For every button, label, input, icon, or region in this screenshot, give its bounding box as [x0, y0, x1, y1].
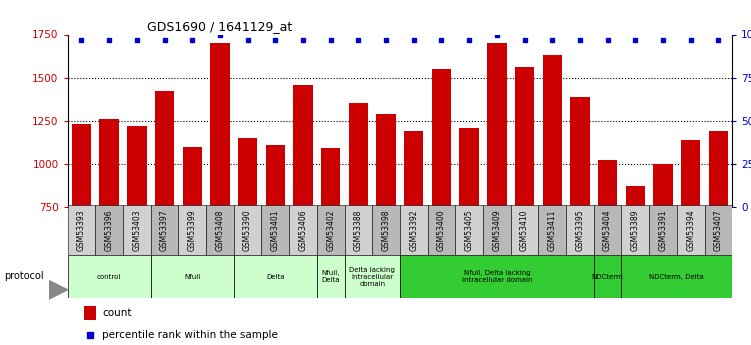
Bar [432, 69, 451, 336]
Bar [511, 205, 538, 255]
Bar [317, 255, 345, 298]
Bar [709, 131, 728, 336]
Bar [455, 205, 483, 255]
Bar [542, 55, 562, 336]
Bar [95, 205, 123, 255]
Bar [234, 205, 261, 255]
Bar [372, 205, 400, 255]
Text: GSM53405: GSM53405 [465, 209, 474, 251]
Bar [594, 255, 622, 298]
Bar [404, 131, 424, 336]
Bar [653, 164, 673, 336]
Text: GSM53400: GSM53400 [437, 209, 446, 251]
Bar [321, 148, 340, 336]
Bar [515, 67, 534, 336]
Bar [538, 205, 566, 255]
Bar [594, 205, 622, 255]
Text: GSM53392: GSM53392 [409, 209, 418, 251]
Text: GSM53411: GSM53411 [547, 209, 556, 251]
Bar [234, 255, 317, 298]
Bar [345, 205, 372, 255]
Bar [151, 255, 234, 298]
Bar [400, 255, 594, 298]
Bar [400, 205, 427, 255]
Bar [649, 205, 677, 255]
Text: GSM53393: GSM53393 [77, 209, 86, 251]
Bar [68, 205, 95, 255]
Bar [483, 205, 511, 255]
Text: protocol: protocol [4, 271, 44, 281]
Bar [72, 124, 91, 336]
Polygon shape [49, 280, 68, 299]
Text: GSM53401: GSM53401 [271, 209, 280, 251]
Bar [123, 205, 151, 255]
Bar [127, 126, 146, 336]
Bar [677, 205, 704, 255]
Bar [566, 205, 594, 255]
Bar [289, 205, 317, 255]
Text: GSM53398: GSM53398 [382, 209, 391, 251]
Bar [155, 91, 174, 336]
Bar [261, 205, 289, 255]
Bar [681, 140, 701, 336]
Bar [317, 205, 345, 255]
Bar [210, 43, 230, 336]
Text: GSM53410: GSM53410 [520, 209, 529, 251]
Text: GSM53396: GSM53396 [104, 209, 113, 251]
Text: GSM53402: GSM53402 [326, 209, 335, 251]
Text: Nfull: Nfull [184, 274, 201, 280]
Text: GSM53406: GSM53406 [298, 209, 307, 251]
Text: GSM53399: GSM53399 [188, 209, 197, 251]
Bar [151, 205, 179, 255]
Text: Delta lacking
intracellular
domain: Delta lacking intracellular domain [349, 267, 395, 287]
Bar [84, 306, 96, 320]
Text: GSM53403: GSM53403 [132, 209, 141, 251]
Bar [182, 147, 202, 336]
Bar [345, 255, 400, 298]
Text: GSM53397: GSM53397 [160, 209, 169, 251]
Text: percentile rank within the sample: percentile rank within the sample [102, 330, 278, 340]
Bar [598, 160, 617, 336]
Text: GSM53395: GSM53395 [575, 209, 584, 251]
Bar [294, 85, 312, 336]
Text: Delta: Delta [266, 274, 285, 280]
Text: Nfull,
Delta: Nfull, Delta [321, 270, 340, 283]
Bar [487, 43, 506, 336]
Bar [622, 255, 732, 298]
Bar [427, 205, 455, 255]
Text: GSM53407: GSM53407 [714, 209, 723, 251]
Text: GSM53394: GSM53394 [686, 209, 695, 251]
Text: GSM53391: GSM53391 [659, 209, 668, 251]
Text: Nfull, Delta lacking
intracellular domain: Nfull, Delta lacking intracellular domai… [462, 270, 532, 283]
Bar [704, 205, 732, 255]
Bar [622, 205, 649, 255]
Bar [238, 138, 258, 336]
Text: GSM53390: GSM53390 [243, 209, 252, 251]
Bar [266, 145, 285, 336]
Bar [460, 128, 479, 336]
Bar [206, 205, 234, 255]
Text: control: control [97, 274, 122, 280]
Bar [570, 97, 590, 336]
Text: NDCterm: NDCterm [592, 274, 623, 280]
Text: GSM53404: GSM53404 [603, 209, 612, 251]
Text: GSM53388: GSM53388 [354, 209, 363, 251]
Text: GSM53408: GSM53408 [216, 209, 225, 251]
Text: GSM53409: GSM53409 [493, 209, 502, 251]
Text: NDCterm, Delta: NDCterm, Delta [650, 274, 704, 280]
Text: GSM53389: GSM53389 [631, 209, 640, 251]
Bar [179, 205, 206, 255]
Text: GDS1690 / 1641129_at: GDS1690 / 1641129_at [147, 20, 293, 33]
Bar [626, 186, 645, 336]
Text: count: count [102, 308, 131, 318]
Bar [376, 114, 396, 336]
Bar [68, 255, 151, 298]
Bar [99, 119, 119, 336]
Bar [348, 104, 368, 336]
